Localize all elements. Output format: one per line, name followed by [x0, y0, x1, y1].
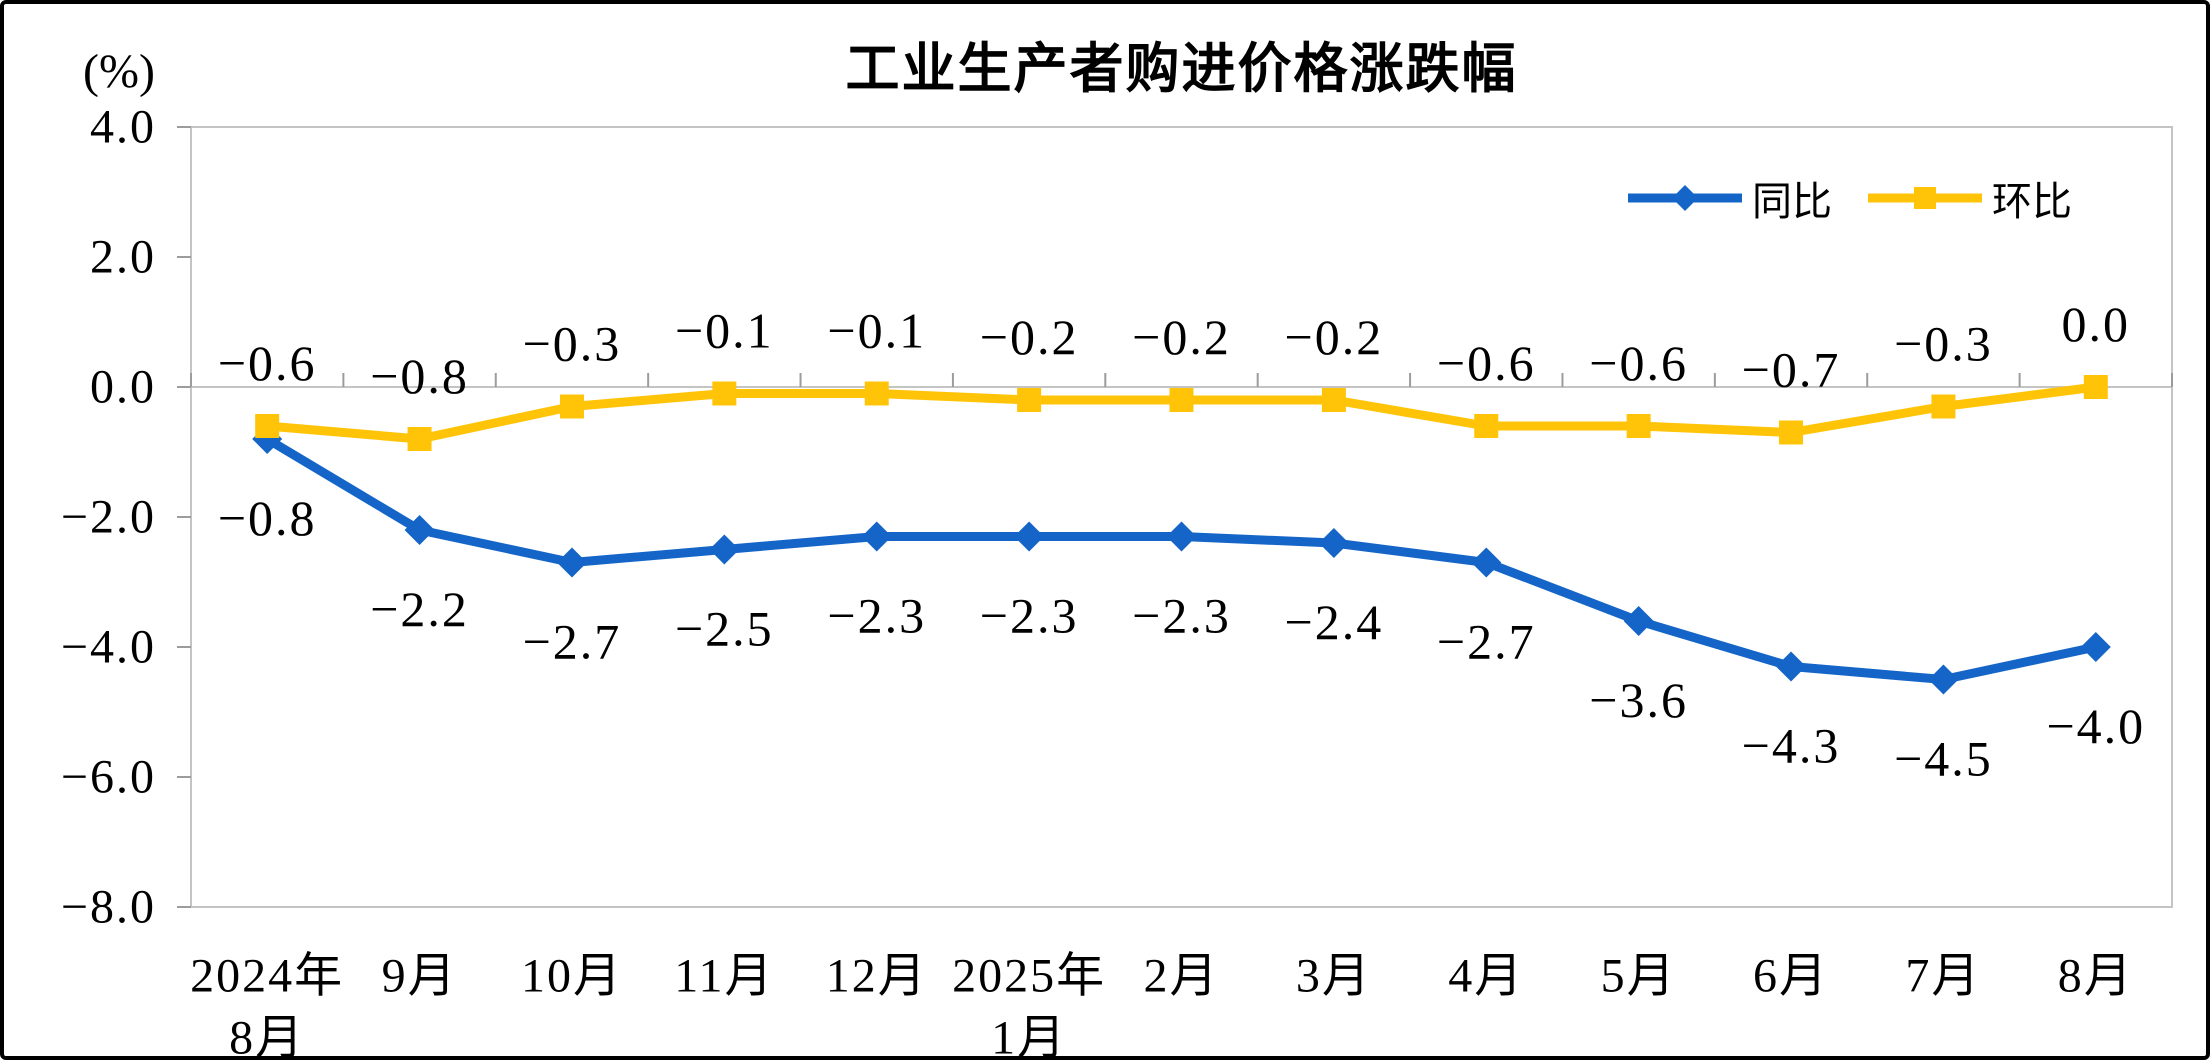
data-label: −4.3 [1742, 718, 1841, 774]
y-axis-tick-label: −4.0 [61, 621, 156, 674]
data-point-square [1474, 414, 1498, 438]
data-point-square [2084, 375, 2108, 399]
x-axis-label: 8月 [229, 1012, 305, 1064]
x-axis-label: 12月 [826, 950, 928, 1003]
x-axis-label: 6月 [1753, 950, 1829, 1003]
data-label: −2.3 [1132, 588, 1231, 644]
x-axis-label: 10月 [521, 950, 623, 1003]
legend-item-mom: 环比 [1866, 169, 2072, 227]
data-label: −3.6 [1589, 672, 1688, 728]
data-label: −2.7 [523, 614, 622, 670]
data-label: −2.2 [370, 581, 469, 637]
x-axis-label: 1月 [991, 1012, 1067, 1064]
data-label: −2.3 [827, 588, 926, 644]
legend-line-square-icon [1866, 182, 1984, 214]
data-point-square [1931, 395, 1955, 419]
x-axis-label: 4月 [1448, 950, 1524, 1003]
x-axis-label: 2024年 [190, 950, 344, 1003]
data-label: −4.5 [1894, 731, 1993, 787]
data-label: 0.0 [2062, 296, 2131, 352]
data-label: −0.3 [1894, 316, 1993, 372]
data-label: −2.5 [675, 601, 774, 657]
legend: 同比 环比 [1626, 170, 2072, 226]
data-label: −0.2 [980, 309, 1079, 365]
data-point-square [712, 382, 736, 406]
data-point-square [1170, 388, 1194, 412]
data-label: −0.8 [370, 348, 469, 404]
data-point-diamond [1928, 665, 1958, 695]
y-axis-tick-label: 4.0 [90, 101, 156, 154]
data-label: −0.2 [1132, 309, 1231, 365]
data-label: −0.3 [523, 316, 622, 372]
data-label: −0.6 [1589, 335, 1688, 391]
legend-item-yoy: 同比 [1626, 169, 1832, 227]
data-point-square [1779, 421, 1803, 445]
data-label: −4.0 [2046, 698, 2145, 754]
x-axis-label: 2月 [1143, 950, 1219, 1003]
y-axis-tick-label: −2.0 [61, 491, 156, 544]
data-point-square [865, 382, 889, 406]
data-point-square [1322, 388, 1346, 412]
data-label: −0.7 [1742, 342, 1841, 398]
legend-line-diamond-icon [1626, 182, 1744, 214]
y-axis-tick-label: −6.0 [61, 751, 156, 804]
data-label: −2.4 [1285, 594, 1384, 650]
data-point-diamond [1471, 548, 1501, 578]
y-axis-tick-label: 2.0 [90, 231, 156, 284]
data-point-square [255, 414, 279, 438]
data-point-square [408, 427, 432, 451]
data-label: −0.2 [1285, 309, 1384, 365]
data-point-diamond [1776, 652, 1806, 682]
data-label: −2.7 [1437, 614, 1536, 670]
x-axis-label: 2025年 [952, 950, 1106, 1003]
data-label: −0.6 [1437, 335, 1536, 391]
legend-label-yoy: 同比 [1752, 169, 1832, 227]
data-label: −0.8 [218, 490, 317, 546]
data-point-diamond [1624, 606, 1654, 636]
data-label: −0.1 [827, 303, 926, 359]
legend-label-mom: 环比 [1992, 169, 2072, 227]
data-label: −0.1 [675, 303, 774, 359]
data-point-diamond [1014, 522, 1044, 552]
x-axis-label: 8月 [2058, 950, 2134, 1003]
y-axis-tick-label: 0.0 [90, 361, 156, 414]
data-point-diamond [709, 535, 739, 565]
data-point-diamond [2081, 632, 2111, 662]
x-axis-label: 9月 [382, 950, 458, 1003]
x-axis-label: 3月 [1296, 950, 1372, 1003]
data-point-diamond [862, 522, 892, 552]
data-point-diamond [1167, 522, 1197, 552]
line-chart-plot: 4.0 2.0 0.0 −2.0 −4.0 −6.0 −8.0 2024年 8月 9月 10月 11月… [4, 4, 2210, 1064]
data-point-square [1627, 414, 1651, 438]
x-axis-label: 5月 [1601, 950, 1677, 1003]
data-label: −2.3 [980, 588, 1079, 644]
data-point-square [1017, 388, 1041, 412]
y-axis-tick-label: −8.0 [61, 881, 156, 934]
x-axis-label: 11月 [674, 950, 774, 1003]
data-point-diamond [557, 548, 587, 578]
x-axis-label: 7月 [1905, 950, 1981, 1003]
data-point-diamond [1319, 528, 1349, 558]
plot-border [191, 127, 2172, 907]
data-point-square [560, 395, 584, 419]
data-label: −0.6 [218, 335, 317, 391]
